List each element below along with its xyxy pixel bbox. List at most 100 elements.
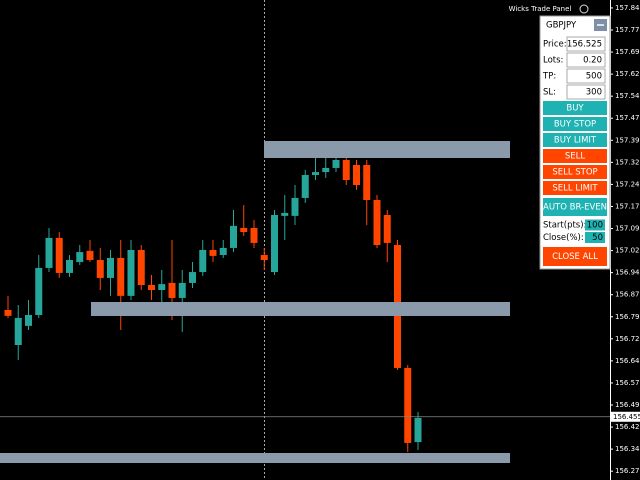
candle-body bbox=[312, 172, 319, 175]
button-label: BUY bbox=[566, 104, 584, 114]
candle-body bbox=[404, 367, 412, 443]
candle-body bbox=[76, 252, 84, 263]
candle-body bbox=[250, 227, 258, 243]
candle-body bbox=[4, 310, 12, 316]
button[interactable] bbox=[543, 181, 607, 195]
y-tick-label: 156.795 bbox=[615, 313, 640, 321]
y-tick-label: 157.095 bbox=[615, 225, 640, 233]
y-tick-label: 156.270 bbox=[615, 467, 640, 475]
button[interactable] bbox=[543, 165, 607, 179]
zone bbox=[91, 302, 510, 316]
y-tick-label: 157.845 bbox=[615, 4, 640, 12]
candle-body bbox=[291, 197, 299, 216]
y-tick-label: 156.870 bbox=[615, 291, 640, 299]
candle-body bbox=[209, 250, 217, 256]
button-label: CLOSE ALL bbox=[552, 252, 598, 262]
field-value: 500 bbox=[586, 72, 602, 82]
button[interactable] bbox=[543, 133, 607, 147]
y-tick-label: 156.495 bbox=[615, 401, 640, 409]
candle-body bbox=[363, 165, 371, 200]
y-tick-label: 157.320 bbox=[615, 158, 640, 166]
button[interactable] bbox=[543, 198, 607, 216]
be-value: 100 bbox=[587, 221, 603, 231]
y-tick-label: 156.420 bbox=[615, 423, 640, 431]
candle-body bbox=[96, 260, 104, 278]
candle-body bbox=[240, 227, 248, 233]
last-price: 156.455 bbox=[0, 411, 640, 422]
candle-body bbox=[373, 200, 381, 245]
button-label: BUY LIMIT bbox=[554, 136, 597, 146]
candle-body bbox=[332, 160, 340, 168]
button[interactable] bbox=[543, 117, 607, 131]
candle-body bbox=[271, 215, 278, 273]
y-tick-label: 157.545 bbox=[615, 92, 640, 100]
field-label: SL: bbox=[543, 88, 556, 98]
candle-body bbox=[219, 247, 227, 255]
y-tick-label: 157.620 bbox=[615, 70, 640, 78]
field-input[interactable] bbox=[566, 68, 606, 84]
be-label: Close(%): bbox=[543, 233, 584, 243]
field-input[interactable] bbox=[566, 36, 606, 52]
candle-body bbox=[199, 250, 207, 273]
candle-body bbox=[137, 250, 145, 285]
last-price-box bbox=[611, 411, 640, 422]
candle-body bbox=[342, 160, 350, 180]
button[interactable] bbox=[543, 101, 607, 115]
candle-body bbox=[66, 260, 73, 273]
be-input[interactable] bbox=[585, 232, 605, 243]
button-label: BUY STOP bbox=[554, 120, 596, 130]
y-tick-label: 156.720 bbox=[615, 335, 640, 343]
y-tick-label: 157.170 bbox=[615, 202, 640, 210]
button[interactable] bbox=[543, 247, 607, 266]
candle-body bbox=[86, 250, 94, 260]
candle-body bbox=[281, 212, 289, 216]
field-label: Lots: bbox=[543, 56, 563, 66]
candle-body bbox=[383, 215, 391, 243]
axis: 157.845 157.770 157.695 157.620 157.545 157.4… bbox=[610, 4, 640, 475]
candle-body bbox=[353, 165, 360, 185]
settings-icon[interactable] bbox=[579, 4, 589, 14]
field-value: 300 bbox=[586, 88, 602, 98]
candle-body bbox=[148, 285, 155, 290]
candle-body bbox=[168, 282, 176, 298]
y-tick-label: 157.245 bbox=[615, 180, 640, 188]
y-tick-label: 156.570 bbox=[615, 379, 640, 387]
button-label: SELL LIMIT bbox=[552, 184, 598, 194]
candle-body bbox=[25, 315, 32, 326]
zone bbox=[264, 141, 510, 158]
field-value: 156.525 bbox=[567, 40, 602, 50]
candle-body bbox=[178, 282, 186, 298]
candle-body bbox=[301, 175, 309, 198]
button-label: AUTO BR-EVEN bbox=[543, 203, 607, 213]
candle-body bbox=[127, 250, 135, 296]
button[interactable] bbox=[543, 149, 607, 163]
field-value: 0.20 bbox=[583, 56, 602, 66]
candle-body bbox=[158, 284, 166, 290]
button-label: SELL STOP bbox=[552, 168, 597, 178]
candle-body bbox=[230, 225, 237, 248]
candle-body bbox=[45, 237, 53, 268]
y-tick-label: 156.645 bbox=[615, 357, 640, 365]
candle-body bbox=[117, 257, 125, 296]
symbol: GBPJPY bbox=[546, 21, 577, 31]
be-label: Start(pts): bbox=[543, 221, 586, 231]
y-tick-label: 157.470 bbox=[615, 114, 640, 122]
be-input[interactable] bbox=[585, 219, 605, 231]
candle-body bbox=[414, 417, 422, 443]
zones bbox=[0, 141, 510, 463]
y-tick-label: 156.345 bbox=[615, 445, 640, 453]
candle-body bbox=[35, 267, 43, 315]
y-tick-label: 157.695 bbox=[615, 48, 640, 56]
candle-body bbox=[260, 255, 268, 260]
button-label: SELL bbox=[565, 152, 586, 162]
y-tick-label: 156.945 bbox=[615, 269, 640, 277]
y-tick-label: 157.395 bbox=[615, 136, 640, 144]
candle-body bbox=[55, 237, 63, 273]
field-label: Price: bbox=[543, 40, 567, 50]
candle-body bbox=[322, 167, 330, 173]
field-input[interactable] bbox=[566, 52, 606, 68]
be-value: 50 bbox=[592, 233, 603, 243]
field-input[interactable] bbox=[566, 84, 606, 100]
